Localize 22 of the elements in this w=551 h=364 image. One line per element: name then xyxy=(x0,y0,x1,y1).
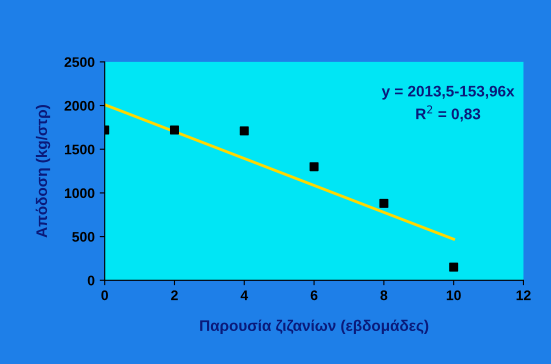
y-tick-label: 500 xyxy=(72,232,94,242)
annotation: y = 2013,5-153,96x xyxy=(382,86,514,100)
point xyxy=(170,126,179,135)
x-tick-label: 6 xyxy=(310,290,318,300)
x-tick-label: 2 xyxy=(171,290,178,300)
x-tick-label: 0 xyxy=(101,290,108,300)
y-axis-title: Απόδοση (kg/στρ) xyxy=(36,105,50,238)
x-tick-label: 8 xyxy=(380,290,388,300)
point xyxy=(240,126,249,136)
y-tick-label: 1000 xyxy=(64,188,94,198)
x-tick-label: 12 xyxy=(516,290,531,300)
y-tick-label: 2500 xyxy=(64,57,94,68)
x-axis-title: Παρουσία ζιζανίων (εβδομάδες) xyxy=(200,320,428,334)
x-tick-label: 4 xyxy=(240,290,248,300)
point xyxy=(310,162,319,172)
x-tick-label: 10 xyxy=(446,290,461,300)
annotation: R$^{2}$ = 0,83 xyxy=(416,105,480,122)
point xyxy=(379,198,388,208)
y-tick-label: 0 xyxy=(88,276,94,286)
y-tick-label: 1500 xyxy=(64,144,94,154)
point xyxy=(449,262,458,272)
y-tick-label: 2000 xyxy=(64,100,94,111)
